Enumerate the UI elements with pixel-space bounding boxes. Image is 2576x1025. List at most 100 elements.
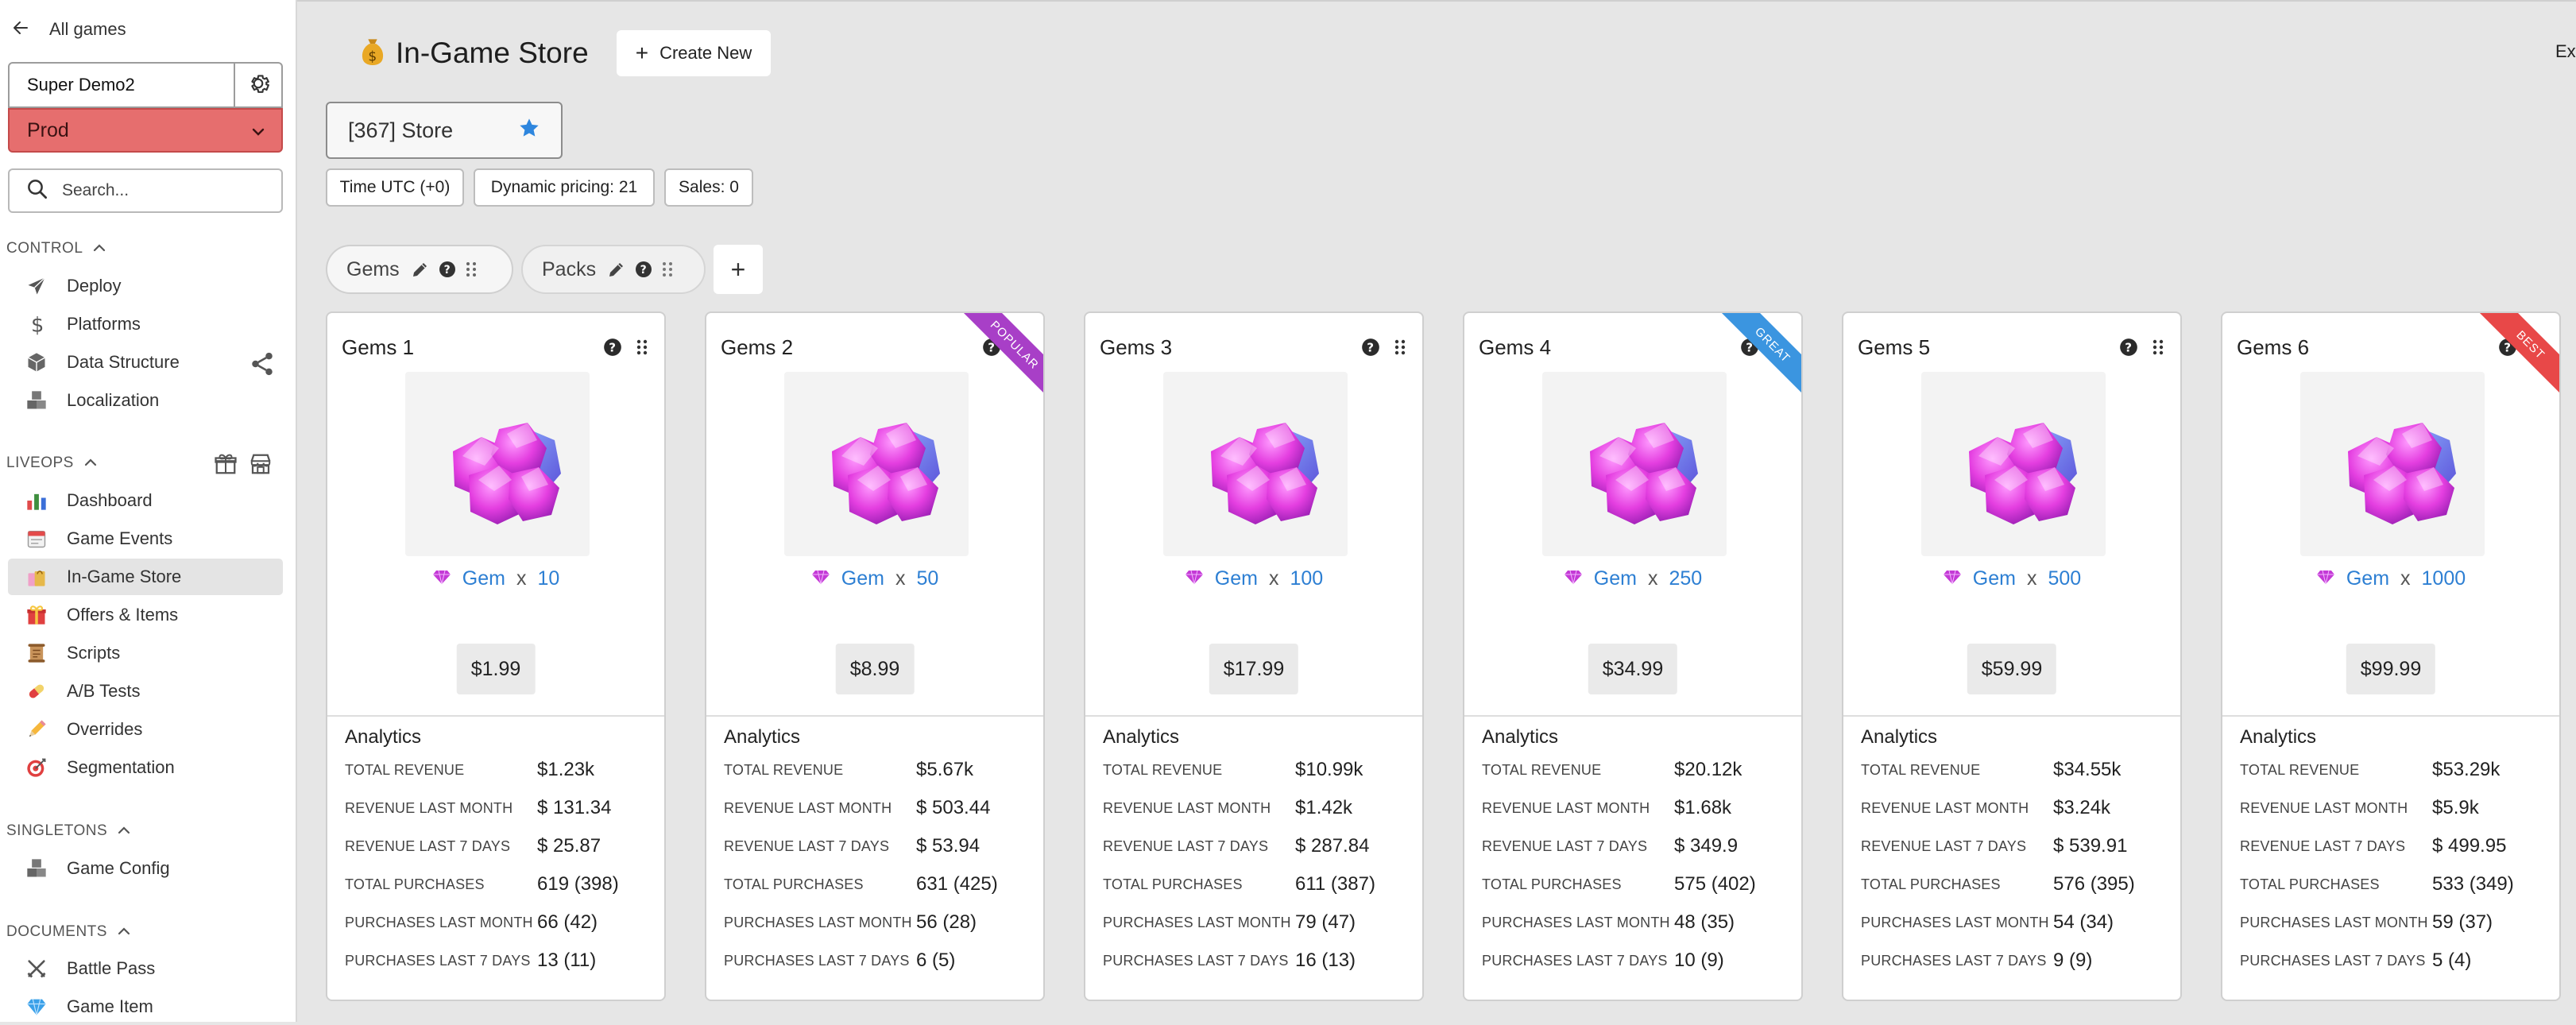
item-image[interactable] [2300,372,2485,556]
drag-handle-icon[interactable] [2152,338,2164,361]
analytics-row: REVENUE LAST MONTH $ 131.34 [345,796,656,820]
reward-currency-link[interactable]: Gem [1972,567,2016,590]
sidebar-item-segmentation[interactable]: Segmentation [8,749,283,786]
pencil-icon[interactable] [607,260,626,279]
help-icon[interactable]: ? [1360,337,1381,362]
item-name: Gems 4 [1479,335,1552,359]
price-button[interactable]: $1.99 [456,644,536,694]
back-to-all-games[interactable]: All games [11,17,126,41]
pencil-icon[interactable] [411,260,430,279]
store-selector[interactable]: [367] Store [326,102,563,159]
price-button[interactable]: $99.99 [2346,644,2436,694]
timezone-pill[interactable]: Time UTC (+0) [326,168,464,207]
item-image[interactable] [405,372,590,556]
search-input[interactable] [60,180,270,201]
item-name: Gems 6 [2237,335,2310,359]
svg-text:$: $ [31,313,44,335]
reward-amount[interactable]: 1000 [2421,567,2466,590]
svg-text:?: ? [1367,340,1374,354]
reward-currency-link[interactable]: Gem [1214,567,1258,590]
sidebar-item-dashboard[interactable]: Dashboard [8,482,283,519]
drag-handle-icon[interactable] [1394,338,1406,361]
price-button[interactable]: $8.99 [835,644,915,694]
analytics-row: REVENUE LAST MONTH $1.68k [1482,796,1793,820]
drag-handle-icon[interactable] [661,260,674,279]
reward-currency-link[interactable]: Gem [841,567,884,590]
reward-amount[interactable]: 10 [537,567,560,590]
gift-icon[interactable] [211,450,240,478]
add-tab-button[interactable]: + [714,245,763,294]
reward-amount[interactable]: 100 [1290,567,1324,590]
game-selector[interactable]: Super Demo2 [8,62,235,108]
section-control[interactable]: CONTROL [6,238,106,259]
share-icon[interactable] [248,350,277,378]
reward-amount[interactable]: 250 [1669,567,1703,590]
sales-pill[interactable]: Sales: 0 [664,168,753,207]
star-icon[interactable] [518,117,540,145]
sidebar-item-game-item[interactable]: Game Item [8,988,283,1025]
store-item-card[interactable]: Gems 5 ? Gem x 500 [1842,311,2182,1001]
dynamic-pricing-pill[interactable]: Dynamic pricing: 21 [474,168,655,207]
sidebar-item-data-structure[interactable]: Data Structure [8,344,283,381]
reward-currency-link[interactable]: Gem [1593,567,1637,590]
multiply-sign: x [1647,567,1658,590]
game-settings-button[interactable] [235,62,283,108]
item-image[interactable] [1921,372,2106,556]
sidebar-item-deploy[interactable]: Deploy [8,268,283,304]
section-liveops[interactable]: LIVEOPS [6,453,98,474]
help-icon[interactable]: ? [2118,337,2139,362]
analytics-row: TOTAL REVENUE $5.67k [724,758,1035,782]
sidebar-item-game-config[interactable]: Game Config [8,850,283,887]
sidebar-item-game-events[interactable]: Game Events [8,520,283,557]
reward-amount[interactable]: 50 [916,567,939,590]
sidebar-item-label: In-Game Store [67,567,182,586]
price-button[interactable]: $17.99 [1209,644,1299,694]
analytics-value: 48 (35) [1674,911,1735,933]
sidebar-search [8,168,283,213]
sidebar-item-localization[interactable]: Localization [8,382,283,419]
item-image[interactable] [1163,372,1348,556]
environment-select[interactable]: Prod [8,108,283,153]
create-new-button[interactable]: + Create New [617,30,771,76]
sidebar-item-scripts[interactable]: Scripts [8,635,283,671]
price-button[interactable]: $34.99 [1588,644,1678,694]
drag-handle-icon[interactable] [465,260,478,279]
badge-ribbon: POPULAR [957,313,1043,400]
sidebar-item-ab-tests[interactable]: A/B Tests [8,673,283,710]
section-singletons[interactable]: SINGLETONS [6,821,131,841]
price-button[interactable]: $59.99 [1967,644,2057,694]
analytics-key: PURCHASES LAST MONTH [1103,914,1291,930]
bar-chart-icon [24,488,49,513]
export-button[interactable]: Ext [2555,41,2576,61]
analytics-key: REVENUE LAST MONTH [1861,799,2029,816]
analytics-key: REVENUE LAST 7 DAYS [1103,837,1269,854]
reward-currency-link[interactable]: Gem [462,567,505,590]
store-item-card[interactable]: Gems 3 ? Gem x 100 [1084,311,1424,1001]
sidebar-item-platforms[interactable]: $ Platforms [8,306,283,342]
store-icon[interactable] [246,450,275,478]
sidebar-item-in-game-store[interactable]: In-Game Store [8,559,283,595]
section-documents[interactable]: DOCUMENTS [6,922,131,942]
store-item-card[interactable]: Gems 4 ? GREAT Gem x [1463,311,1803,1001]
analytics-value: 631 (425) [916,873,998,895]
sidebar-item-battle-pass[interactable]: Battle Pass [8,950,283,987]
tab-packs[interactable]: Packs ? [521,245,706,294]
reward-currency-link[interactable]: Gem [2346,567,2390,590]
tab-label: Packs [542,257,597,280]
analytics-value: 54 (34) [2053,911,2114,933]
reward-amount[interactable]: 500 [2048,567,2082,590]
drag-handle-icon[interactable] [636,338,648,361]
tab-gems[interactable]: Gems ? [326,245,513,294]
sidebar-item-offers-items[interactable]: Offers & Items [8,597,283,633]
item-image[interactable] [784,372,969,556]
help-icon[interactable]: ? [438,260,457,279]
sidebar-item-overrides[interactable]: Overrides [8,711,283,748]
store-item-card[interactable]: Gems 1 ? Gem x 10 [326,311,666,1001]
help-icon[interactable]: ? [602,337,623,362]
game-name: Super Demo2 [27,75,135,95]
item-image[interactable] [1542,372,1727,556]
analytics-value: $ 499.95 [2432,835,2507,857]
store-item-card[interactable]: Gems 2 ? POPULAR Gem x [705,311,1045,1001]
help-icon[interactable]: ? [634,260,653,279]
store-item-card[interactable]: Gems 6 ? BEST Gem x [2221,311,2561,1001]
